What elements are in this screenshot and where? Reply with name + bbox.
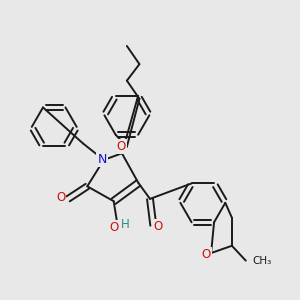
Text: H: H (121, 218, 130, 231)
Text: O: O (154, 220, 163, 233)
Text: O: O (116, 140, 126, 153)
Text: CH₃: CH₃ (252, 256, 272, 266)
Text: N: N (98, 153, 107, 166)
Text: O: O (56, 191, 65, 204)
Text: O: O (202, 248, 211, 260)
Text: O: O (110, 221, 119, 234)
